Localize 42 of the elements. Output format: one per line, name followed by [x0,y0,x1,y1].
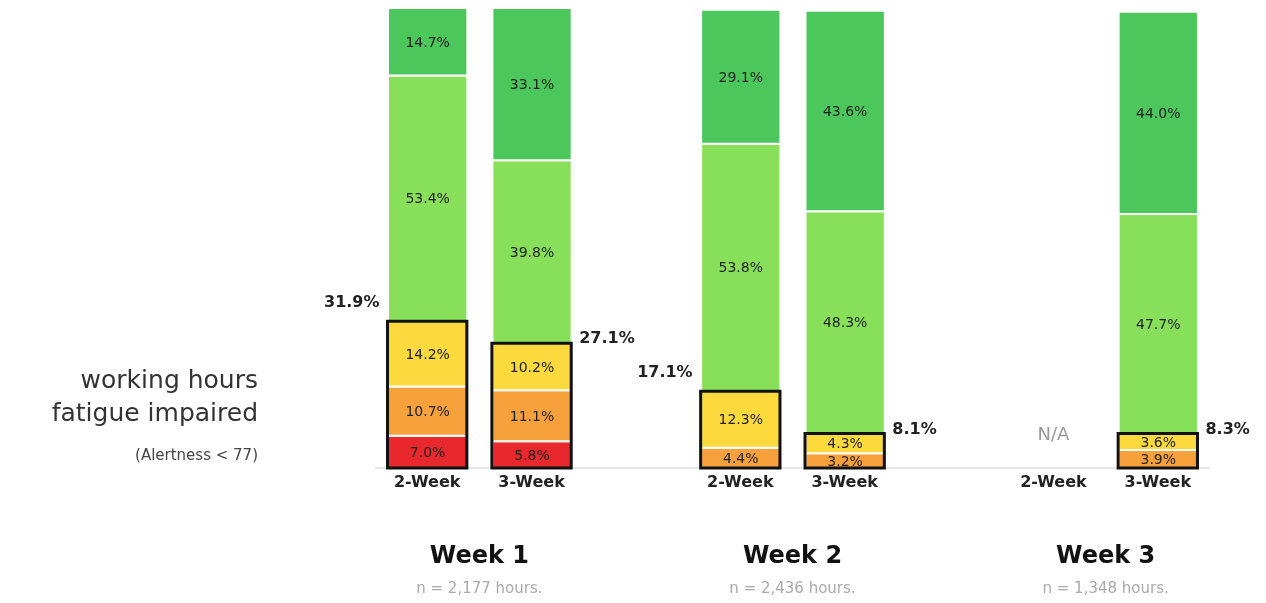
data-label: 11.1% [509,407,555,424]
data-label: 48.3% [822,314,868,331]
annotation: 8.1% [892,418,937,438]
data-label: 3.9% [1140,451,1177,467]
data-label: 39.8% [509,243,555,260]
text: n = 2,177 hours. [416,579,543,597]
data-label: 43.6% [822,103,868,120]
x-tick-label: 2-Week [1020,472,1088,492]
text: n = 1,348 hours. [1042,579,1169,597]
data-label: 3.2% [827,452,863,469]
data-label: 4.4% [723,449,759,466]
data-label: 7.0% [409,443,446,460]
text: Week 2 [742,541,843,569]
data-label: 29.1% [718,68,764,85]
annotation: 27.1% [579,328,635,348]
text: (Alertness < 77) [134,446,258,464]
annotation: 8.3% [1205,418,1250,438]
data-label: 33.1% [509,76,555,93]
data-label: 53.4% [405,190,450,207]
text: n = 2,436 hours. [729,579,856,597]
data-label: 47.7% [1136,315,1181,332]
text: Week 1 [429,541,529,569]
data-label: 12.3% [718,411,764,428]
data-label: 53.8% [718,259,764,276]
x-tick-label: 3-Week [811,472,879,492]
data-label: 5.8% [514,446,550,463]
data-label: 4.3% [827,435,863,452]
x-tick-label: 2-Week [707,472,774,492]
data-label: 14.2% [405,345,450,362]
data-label: 3.6% [1140,433,1177,450]
text: Week 3 [1056,541,1156,569]
annotation: N/A [1037,423,1071,444]
x-tick-label: 3-Week [498,472,566,492]
x-tick-label: 2-Week [393,472,461,492]
annotation: 17.1% [637,362,693,382]
y-axis-title: working hours fatigue impaired [50,364,258,429]
x-tick-label: 3-Week [1124,472,1192,492]
annotation: 31.9% [324,292,380,312]
data-label: 14.7% [405,33,450,50]
data-label: 44.0% [1136,104,1181,121]
data-label: 10.7% [405,403,450,420]
data-label: 10.2% [509,358,555,375]
